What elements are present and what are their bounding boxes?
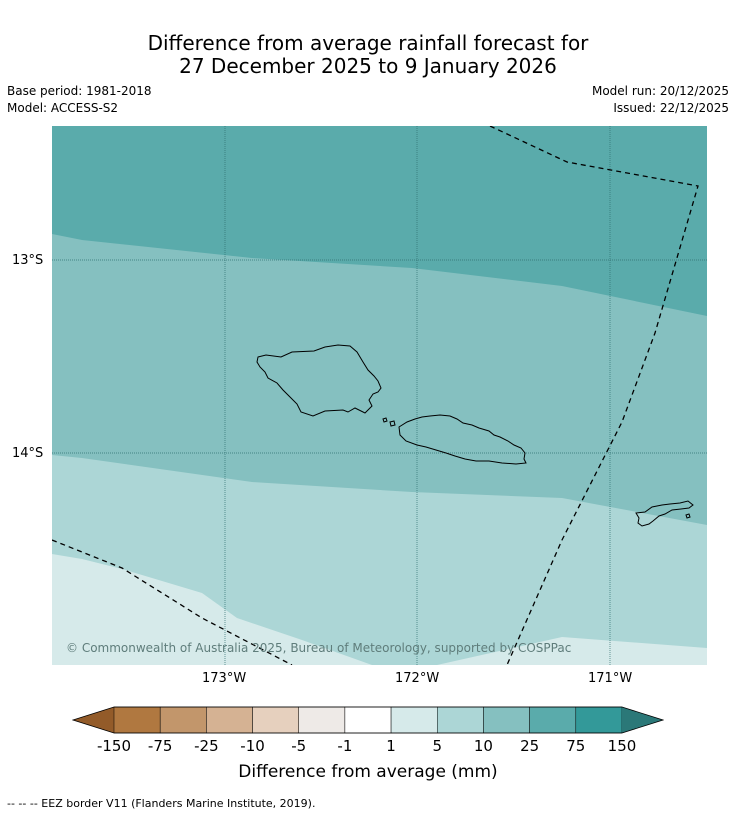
colorbar-cell (206, 706, 253, 734)
copyright-notice: © Commonwealth of Australia 2025, Bureau… (66, 641, 572, 655)
eez-border (52, 126, 699, 665)
model-name: Model: ACCESS-S2 (7, 101, 119, 115)
colorbar-tick-label: -75 (147, 737, 173, 755)
band-1-5 (52, 554, 707, 665)
lon-label-173w: 173°W (202, 671, 247, 686)
colorbar-tick-label: -1 (337, 737, 353, 755)
colorbar-title: Difference from average (mm) (238, 762, 498, 782)
upolu-island (398, 414, 527, 465)
colorbar-cell (113, 706, 161, 734)
colorbar-tick-label: -5 (291, 737, 307, 755)
run-info: Model run: 20/12/2025 Issued: 22/12/2025 (592, 83, 729, 117)
colorbar-tick-label: 25 (520, 737, 540, 755)
model-info: Base period: 1981-2018 Model: ACCESS-S2 (7, 83, 152, 117)
coastlines (256, 344, 694, 527)
colorbar-tick-label: -150 (96, 737, 132, 755)
base-period: Base period: 1981-2018 (7, 84, 152, 98)
colorbar-cell (437, 706, 484, 734)
colorbar-cell (483, 706, 530, 734)
colorbar-cell (344, 706, 392, 734)
colorbar-tick-label: 5 (432, 737, 443, 755)
aunuu-islet (685, 513, 691, 519)
issued-date: Issued: 22/12/2025 (613, 101, 729, 115)
colorbar-extend-low (73, 707, 114, 733)
colorbar-tick-label: -10 (240, 737, 265, 755)
colorbar-cell (390, 706, 438, 734)
colorbar-extend-high (621, 707, 663, 733)
forecast-map[interactable]: © Commonwealth of Australia 2025, Bureau… (52, 126, 707, 665)
colorbar-tick-label: 75 (566, 737, 586, 755)
lat-label-14s: 14°S (12, 446, 44, 461)
title-line-1: Difference from average rainfall forecas… (147, 31, 589, 55)
eez-footnote: -- -- -- EEZ border V11 (Flanders Marine… (7, 797, 316, 810)
colorbar-tick-label: 150 (607, 737, 637, 755)
colorbar-cell (298, 706, 346, 734)
apolima-islet (389, 420, 396, 427)
lon-label-172w: 172°W (395, 671, 440, 686)
savaii-island (256, 344, 382, 417)
colorbar-cell (529, 706, 577, 734)
colorbar (72, 706, 664, 734)
manono-islet (382, 417, 388, 423)
colorbar-cell (252, 706, 299, 734)
tutuila-island (635, 500, 694, 527)
colorbar-tick-label: -25 (194, 737, 219, 755)
colorbar-tick-label: 1 (386, 737, 396, 755)
model-run: Model run: 20/12/2025 (591, 84, 729, 98)
colorbar-cell (575, 706, 623, 734)
chart-title: Difference from average rainfall forecas… (0, 32, 736, 78)
map-canvas (52, 126, 707, 665)
lon-label-171w: 171°W (588, 671, 633, 686)
lat-label-13s: 13°S (12, 253, 44, 268)
colorbar-outline (72, 706, 664, 734)
title-line-2: 27 December 2025 to 9 January 2026 (179, 54, 557, 78)
colorbar-cell (159, 706, 207, 734)
colorbar-tick-label: 10 (473, 737, 493, 755)
